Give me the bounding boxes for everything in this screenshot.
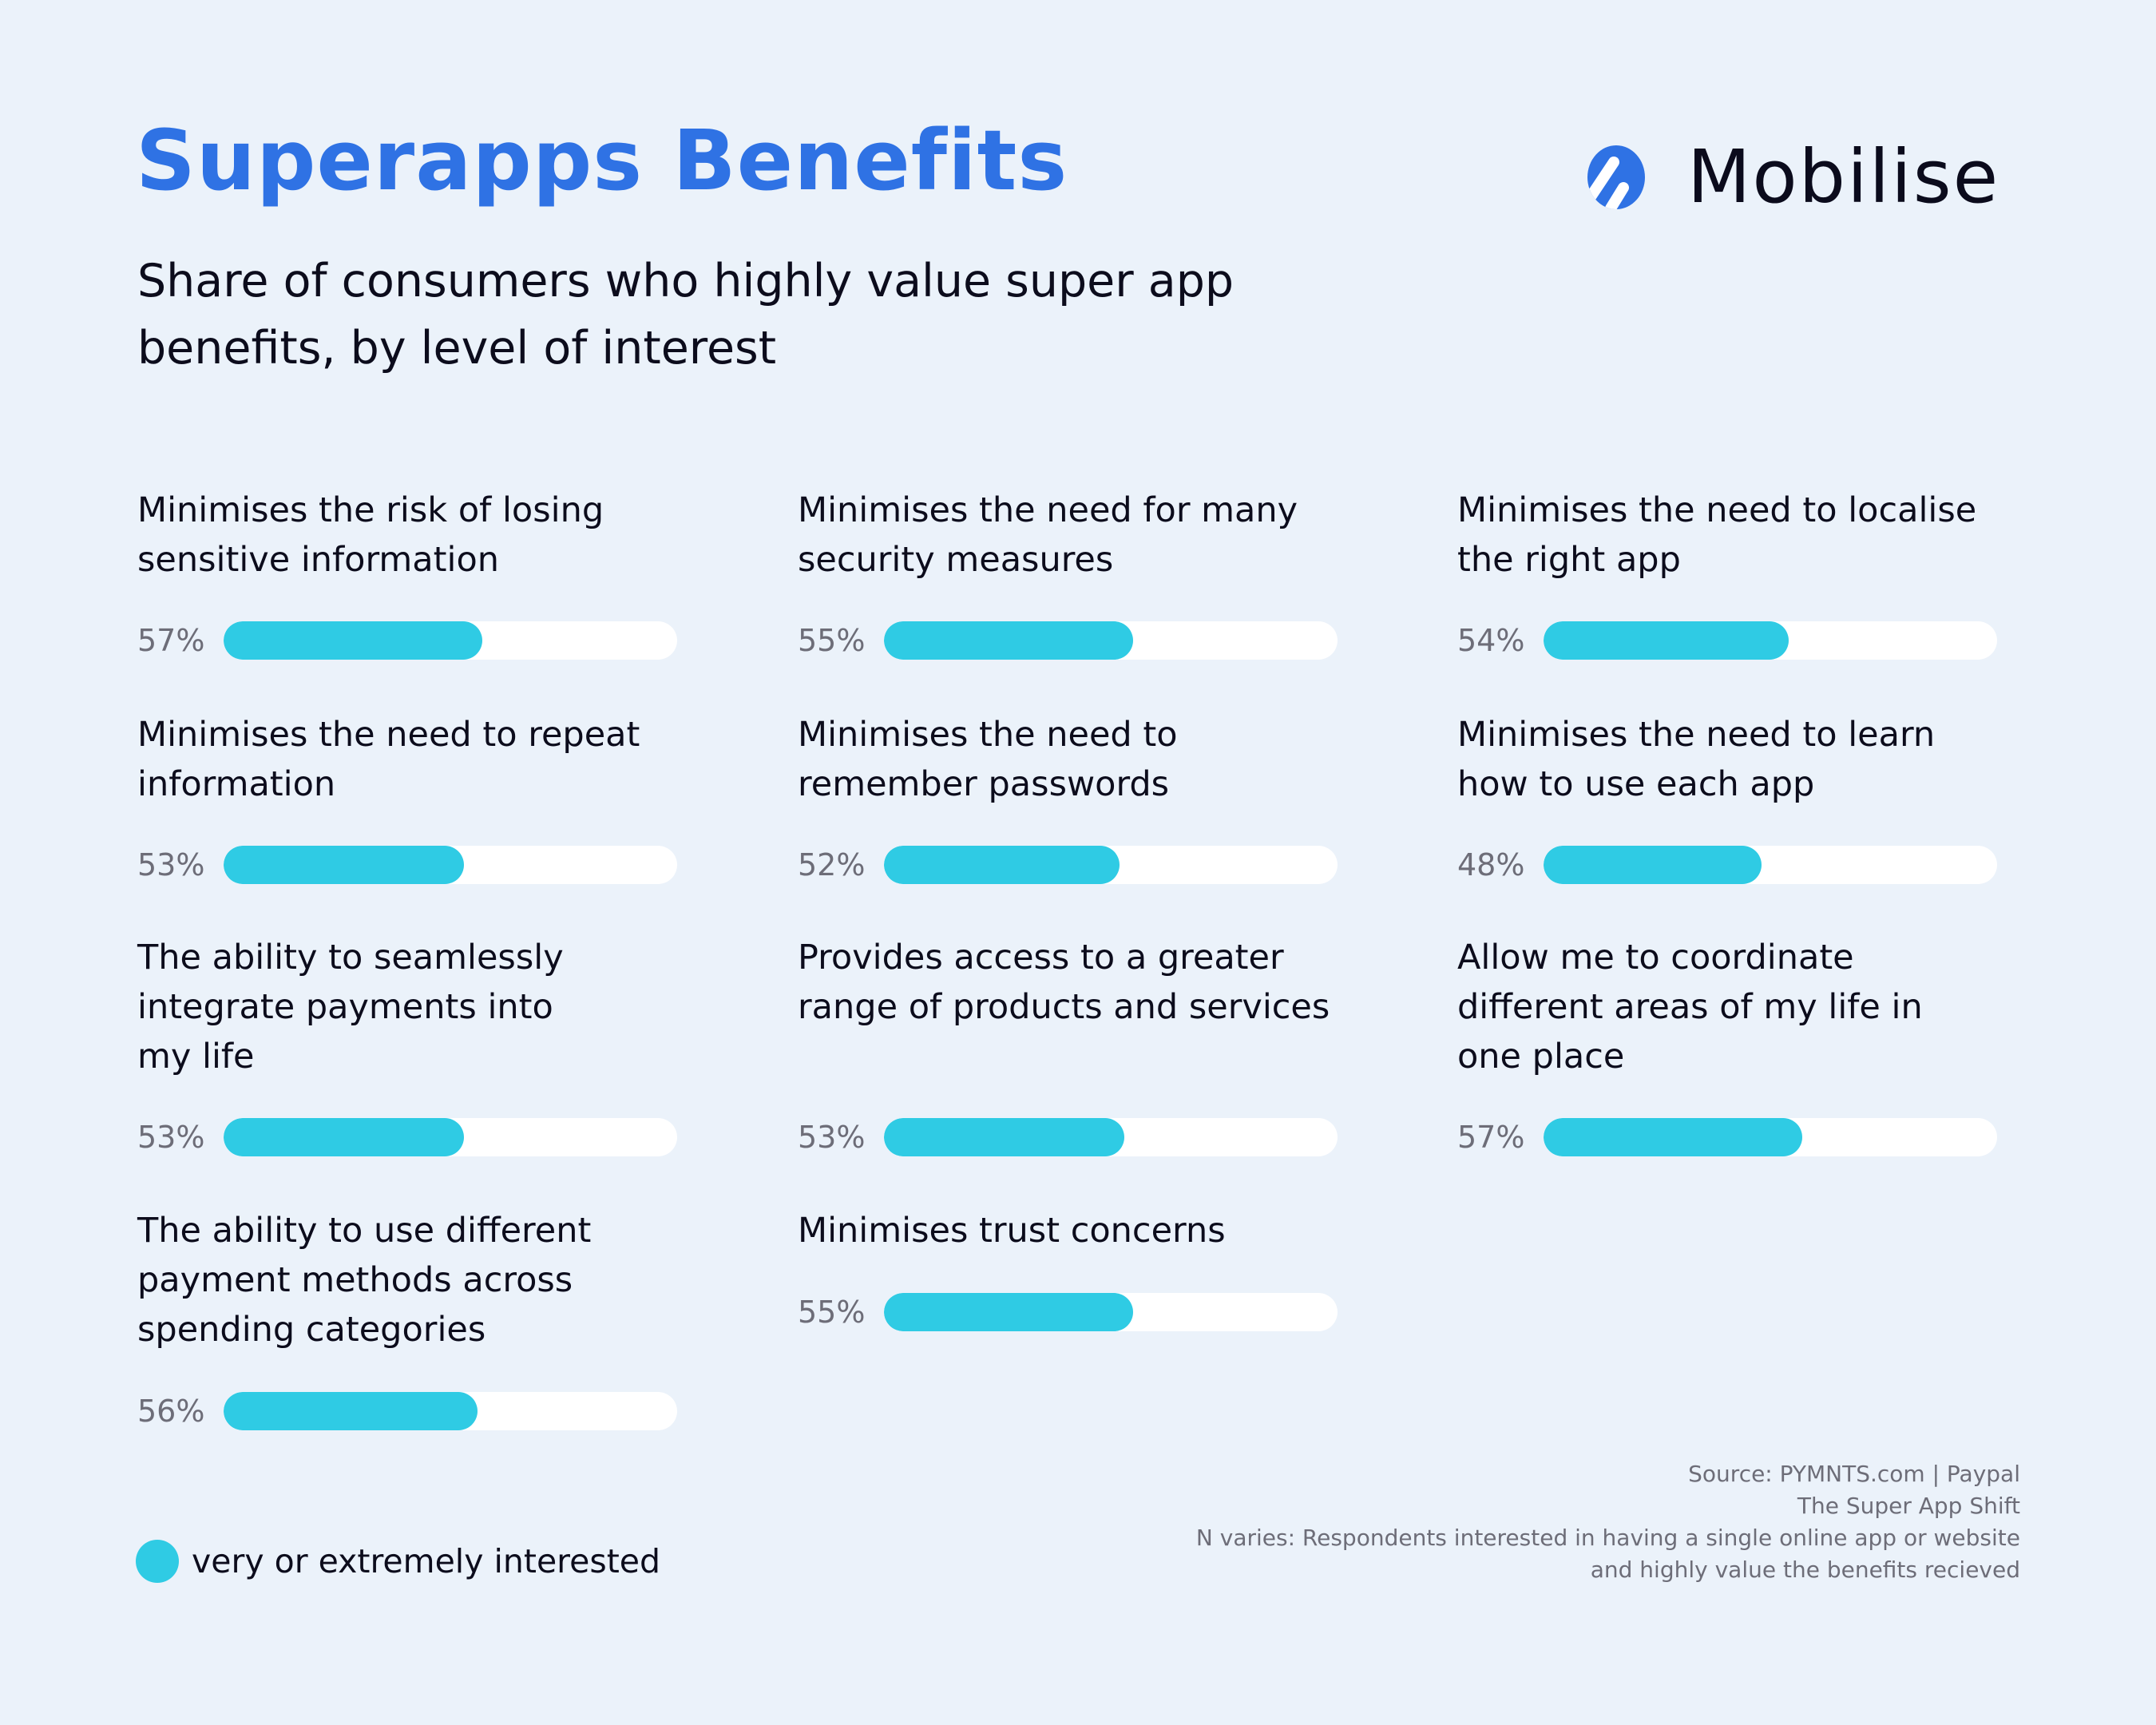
chart-subtitle: Share of consumers who highly value supe…: [137, 255, 1235, 375]
bar-track: [224, 1392, 677, 1430]
benefit-label: Minimises the risk of losing sensitive i…: [137, 490, 604, 580]
benefit-item: Minimises trust concerns 55%: [798, 1206, 1357, 1334]
bar-track: [1544, 846, 1997, 884]
benefit-item: Minimises the need to remember passwords…: [798, 710, 1357, 894]
benefit-label: Minimises the need to remember passwords: [798, 715, 1178, 804]
source-line: N varies: Respondents interested in havi…: [1195, 1525, 2020, 1551]
benefit-label: The ability to seamlessly integrate paym…: [137, 938, 564, 1077]
bar-row: 55%: [798, 1293, 1338, 1331]
benefit-label: Provides access to a greater range of pr…: [798, 938, 1330, 1027]
bar-track: [1544, 1118, 1997, 1156]
benefit-item: The ability to seamlessly integrate paym…: [137, 933, 696, 1156]
percent-value: 53%: [137, 1120, 205, 1155]
bar-fill: [224, 846, 465, 884]
bar-fill: [1544, 621, 1789, 660]
benefit-label: Minimises the need to repeat information: [137, 715, 640, 804]
benefit-label: The ability to use different payment met…: [137, 1211, 592, 1350]
bar-row: 53%: [798, 1118, 1338, 1156]
source-line: The Super App Shift: [1797, 1493, 2020, 1519]
bar-fill: [1544, 1118, 1802, 1156]
benefit-label: Minimises the need for many security mea…: [798, 490, 1298, 580]
bar-track: [224, 621, 677, 660]
bar-track: [224, 846, 677, 884]
bar-row: 52%: [798, 846, 1338, 884]
bar-track: [1544, 621, 1997, 660]
bar-row: 57%: [137, 621, 677, 660]
benefit-item: Minimises the need for many security mea…: [798, 486, 1357, 669]
bar-row: 56%: [137, 1392, 677, 1430]
bar-track: [884, 621, 1338, 660]
percent-value: 53%: [798, 1120, 866, 1155]
bar-track: [224, 1118, 677, 1156]
percent-value: 57%: [1457, 1120, 1525, 1155]
bar-row: 48%: [1457, 846, 1997, 884]
bar-track: [884, 1118, 1338, 1156]
bar-fill: [884, 621, 1134, 660]
bar-fill: [224, 1392, 478, 1430]
benefit-item: Minimises the need to learn how to use e…: [1457, 710, 2016, 894]
benefit-item: Allow me to coordinate different areas o…: [1457, 933, 2016, 1156]
percent-value: 53%: [137, 847, 205, 882]
bar-row: 57%: [1457, 1118, 1997, 1156]
benefit-item: Minimises the need to localise the right…: [1457, 486, 2016, 669]
mobilise-logo-icon: [1587, 145, 1645, 209]
percent-value: 54%: [1457, 623, 1525, 658]
benefit-item: Minimises the need to repeat information…: [137, 710, 696, 894]
bar-fill: [884, 1293, 1134, 1331]
benefit-label: Minimises trust concerns: [798, 1211, 1226, 1251]
bar-fill: [224, 1118, 465, 1156]
bar-fill: [884, 1118, 1125, 1156]
source-note: Source: PYMNTS.com | Paypal The Super Ap…: [1196, 1458, 2020, 1586]
bar-fill: [224, 621, 482, 660]
source-line: and highly value the benefits recieved: [1590, 1556, 2020, 1583]
percent-value: 56%: [137, 1394, 205, 1429]
percent-value: 57%: [137, 623, 205, 658]
bar-track: [884, 846, 1338, 884]
page-title: Superapps Benefits: [136, 112, 1068, 209]
percent-value: 55%: [798, 623, 866, 658]
percent-value: 55%: [798, 1295, 866, 1330]
benefit-item: Provides access to a greater range of pr…: [798, 933, 1357, 1156]
benefit-item: Minimises the risk of losing sensitive i…: [137, 486, 696, 669]
bar-row: 53%: [137, 1118, 677, 1156]
mobilise-logo: Mobilise: [1583, 134, 1999, 220]
chart-legend: very or extremely interested: [136, 1540, 660, 1583]
legend-label: very or extremely interested: [192, 1542, 661, 1580]
source-line: Source: PYMNTS.com | Paypal: [1688, 1461, 2020, 1487]
bar-row: 53%: [137, 846, 677, 884]
bar-fill: [1544, 846, 1762, 884]
logo-text: Mobilise: [1687, 134, 2000, 220]
percent-value: 52%: [798, 847, 866, 882]
legend-dot-icon: [136, 1540, 179, 1583]
benefit-item: The ability to use different payment met…: [137, 1206, 696, 1430]
benefit-label: Allow me to coordinate different areas o…: [1457, 938, 1923, 1077]
benefit-label: Minimises the need to localise the right…: [1457, 490, 1977, 580]
bar-track: [884, 1293, 1338, 1331]
benefit-label: Minimises the need to learn how to use e…: [1457, 715, 1936, 804]
percent-value: 48%: [1457, 847, 1525, 882]
bar-row: 54%: [1457, 621, 1997, 660]
bar-fill: [884, 846, 1120, 884]
bar-row: 55%: [798, 621, 1338, 660]
